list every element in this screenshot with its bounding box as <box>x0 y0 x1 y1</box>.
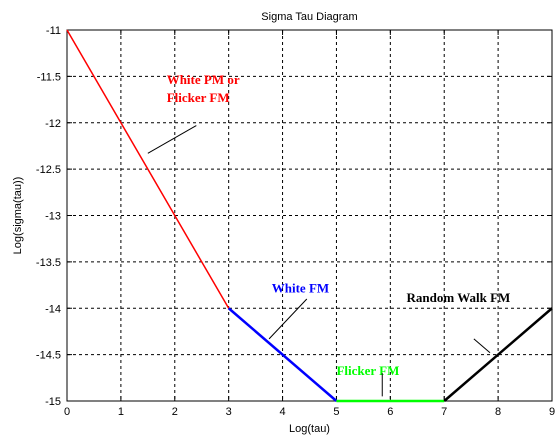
annotation-text: Random Walk FM <box>407 290 511 305</box>
x-tick-label: 1 <box>118 406 124 418</box>
x-tick-label: 3 <box>226 406 232 418</box>
y-tick-label: -14 <box>45 303 61 315</box>
series-line-0 <box>66 29 230 309</box>
x-tick-label: 6 <box>387 406 393 418</box>
x-tick-label: 8 <box>495 406 501 418</box>
annotation-text: Flicker FM <box>167 90 230 105</box>
chart-title: Sigma Tau Diagram <box>261 11 357 23</box>
y-tick-label: -14.5 <box>36 350 61 362</box>
x-tick-label: 7 <box>441 406 447 418</box>
x-axis-label: Log(tau) <box>289 423 330 435</box>
y-tick-label: -15 <box>45 396 61 408</box>
annotation-pointer <box>147 125 197 154</box>
y-axis-label: Log(sigma(tau)) <box>12 177 24 255</box>
axis-ticks: 0 1 2 3 4 5 6 7 8 9 -11 -11.5 -12 -12.5 -13 -13.5 -14 -14… <box>36 25 555 418</box>
annotation-pointer <box>473 338 491 354</box>
x-tick-label: 0 <box>64 406 70 418</box>
x-tick-label: 4 <box>279 406 285 418</box>
y-tick-label: -11.5 <box>37 71 61 83</box>
annotation-pointer <box>268 298 308 340</box>
y-tick-label: -12 <box>45 118 61 130</box>
grid-lines <box>67 30 552 401</box>
x-tick-label: 2 <box>172 406 178 418</box>
annotation-text: White PM or <box>167 72 240 87</box>
series-layer <box>66 29 553 403</box>
annotation-layer: White PM or Flicker FM White FM Flicker FM R… <box>147 72 511 397</box>
y-tick-label: -11 <box>46 25 61 37</box>
y-tick-label: -13.5 <box>36 257 61 269</box>
series-line-3 <box>443 307 553 402</box>
y-tick-label: -13 <box>45 211 61 223</box>
series-line-1 <box>227 307 338 402</box>
x-tick-label: 5 <box>333 406 339 418</box>
y-tick-label: -12.5 <box>36 164 61 176</box>
annotation-text: Flicker FM <box>336 363 399 378</box>
annotation-text: White FM <box>272 280 329 295</box>
x-tick-label: 9 <box>549 406 555 418</box>
